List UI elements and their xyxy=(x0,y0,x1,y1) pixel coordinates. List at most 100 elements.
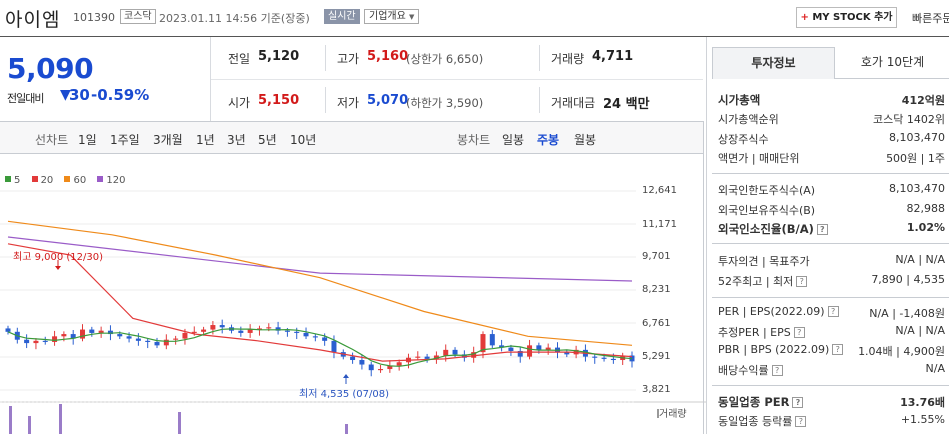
candle-body xyxy=(471,352,477,358)
candles-group xyxy=(5,319,635,377)
candle-body xyxy=(145,340,151,342)
candle-body xyxy=(107,330,113,335)
ma60-line xyxy=(7,220,633,346)
candle-body xyxy=(201,329,207,332)
help-icon[interactable]: ? xyxy=(832,344,844,355)
candle-weekly[interactable]: 주봉 xyxy=(537,133,560,147)
candle-daily[interactable]: 일봉 xyxy=(502,133,525,147)
volume-bars xyxy=(9,404,348,434)
lower-limit: (하한가 3,590) xyxy=(406,96,484,110)
candle-body xyxy=(52,336,58,342)
candle-body xyxy=(275,327,281,331)
company-overview-dropdown[interactable]: 기업개요 ▼ xyxy=(364,9,420,24)
candle-body xyxy=(424,356,430,359)
help-icon[interactable]: ? xyxy=(792,397,804,408)
y-tick: 6,761 xyxy=(642,318,671,329)
header-divider xyxy=(0,36,949,37)
line-chart-label: 선차트 xyxy=(35,133,69,147)
candle-monthly[interactable]: 월봉 xyxy=(574,133,597,147)
help-icon[interactable]: ? xyxy=(796,276,808,287)
min-arrow-icon xyxy=(343,374,349,378)
min-annotation: 최저 4,535 (07/08) xyxy=(299,389,390,400)
candle-body xyxy=(70,334,76,339)
help-icon[interactable]: ? xyxy=(795,416,807,427)
market-badge: 코스닥 xyxy=(120,9,156,24)
help-icon[interactable]: ? xyxy=(827,306,839,317)
range-5y[interactable]: 5년 xyxy=(258,133,277,147)
chart-divider xyxy=(703,121,704,434)
candle-body xyxy=(5,328,11,332)
plus-icon: + xyxy=(800,12,809,23)
section-divider xyxy=(712,297,949,298)
range-3y[interactable]: 3년 xyxy=(227,133,246,147)
candle-body xyxy=(98,330,104,333)
candle-body xyxy=(452,349,458,355)
section-divider xyxy=(712,385,949,386)
volume-bar xyxy=(28,416,31,434)
col-divider xyxy=(539,45,540,71)
help-icon[interactable]: ? xyxy=(816,224,828,235)
realtime-badge[interactable]: 실시간 xyxy=(324,9,360,24)
help-icon[interactable]: ? xyxy=(793,327,805,338)
candle-body xyxy=(117,334,123,337)
info-row: 배당수익률? N/A xyxy=(718,362,945,377)
candle-body xyxy=(499,345,505,348)
col-divider xyxy=(325,45,326,71)
tab-order-book[interactable]: 호가 10단계 xyxy=(835,47,949,79)
candle-body xyxy=(536,345,542,350)
info-row: PBR | BPS (2022.09)? 1.04배 | 4,900원 xyxy=(718,343,945,358)
info-row: 52주최고 | 최저? 7,890 | 4,535 xyxy=(718,273,945,288)
trade-value-label: 거래대금 xyxy=(551,96,596,110)
candle-body xyxy=(480,334,486,353)
ma5-line xyxy=(7,328,633,367)
low-value: 5,070 xyxy=(367,93,409,108)
candle-body xyxy=(173,338,179,340)
candle-body xyxy=(489,334,495,346)
info-row: 동일업종 PER? 13.76배 xyxy=(718,395,945,409)
candle-body xyxy=(33,340,39,344)
range-1d[interactable]: 1일 xyxy=(78,133,97,147)
candlestick-chart[interactable] xyxy=(0,170,706,434)
volume-bar xyxy=(59,404,62,434)
candle-body xyxy=(378,369,384,371)
candle-body xyxy=(256,328,262,330)
range-1y[interactable]: 1년 xyxy=(196,133,215,147)
quick-order-link[interactable]: 빠른주문 xyxy=(912,12,949,25)
current-price: 5,090 xyxy=(7,52,94,85)
chevron-down-icon: ▼ xyxy=(409,13,415,21)
info-row: 상장주식수 8,103,470 xyxy=(718,131,945,146)
candle-body xyxy=(350,356,356,361)
range-1w[interactable]: 1주일 xyxy=(110,133,140,147)
y-tick: 12,641 xyxy=(642,185,677,196)
stock-name: 아이엠 xyxy=(5,9,61,31)
help-icon[interactable]: ? xyxy=(771,365,783,376)
upper-limit: (상한가 6,650) xyxy=(406,52,484,66)
range-10y[interactable]: 10년 xyxy=(290,133,317,147)
legend-ma5: 5 xyxy=(5,175,20,186)
section-divider xyxy=(712,173,949,174)
candle-body xyxy=(312,336,318,338)
info-row: 외국인보유주식수(B) 82,988 xyxy=(718,202,945,217)
add-mystock-label: MY STOCK 추가 xyxy=(812,12,893,23)
candle-body xyxy=(163,339,169,346)
add-mystock-button[interactable]: + MY STOCK 추가 xyxy=(796,7,897,28)
candle-body xyxy=(61,334,67,337)
candle-body xyxy=(359,360,365,365)
tab-invest-info[interactable]: 투자정보 xyxy=(712,47,835,79)
trade-value: 24 백만 xyxy=(603,97,650,112)
legend-ma20: 20 xyxy=(31,175,53,186)
range-3m[interactable]: 3개월 xyxy=(153,133,183,147)
candle-body xyxy=(517,350,523,357)
candle-chart-label: 봉차트 xyxy=(457,133,491,147)
candle-body xyxy=(294,331,300,333)
timestamp: 2023.01.11 14:56 기준(장중) xyxy=(159,12,310,25)
prev-close-value: 5,120 xyxy=(258,49,300,64)
candle-body xyxy=(154,341,160,346)
candle-body xyxy=(592,356,598,358)
info-row: 시가총액 412억원 xyxy=(718,93,945,107)
stock-code: 101390 xyxy=(73,11,115,24)
candle-body xyxy=(601,357,607,359)
candle-body xyxy=(396,362,402,366)
candle-body xyxy=(527,345,533,357)
candle-body xyxy=(368,364,374,371)
